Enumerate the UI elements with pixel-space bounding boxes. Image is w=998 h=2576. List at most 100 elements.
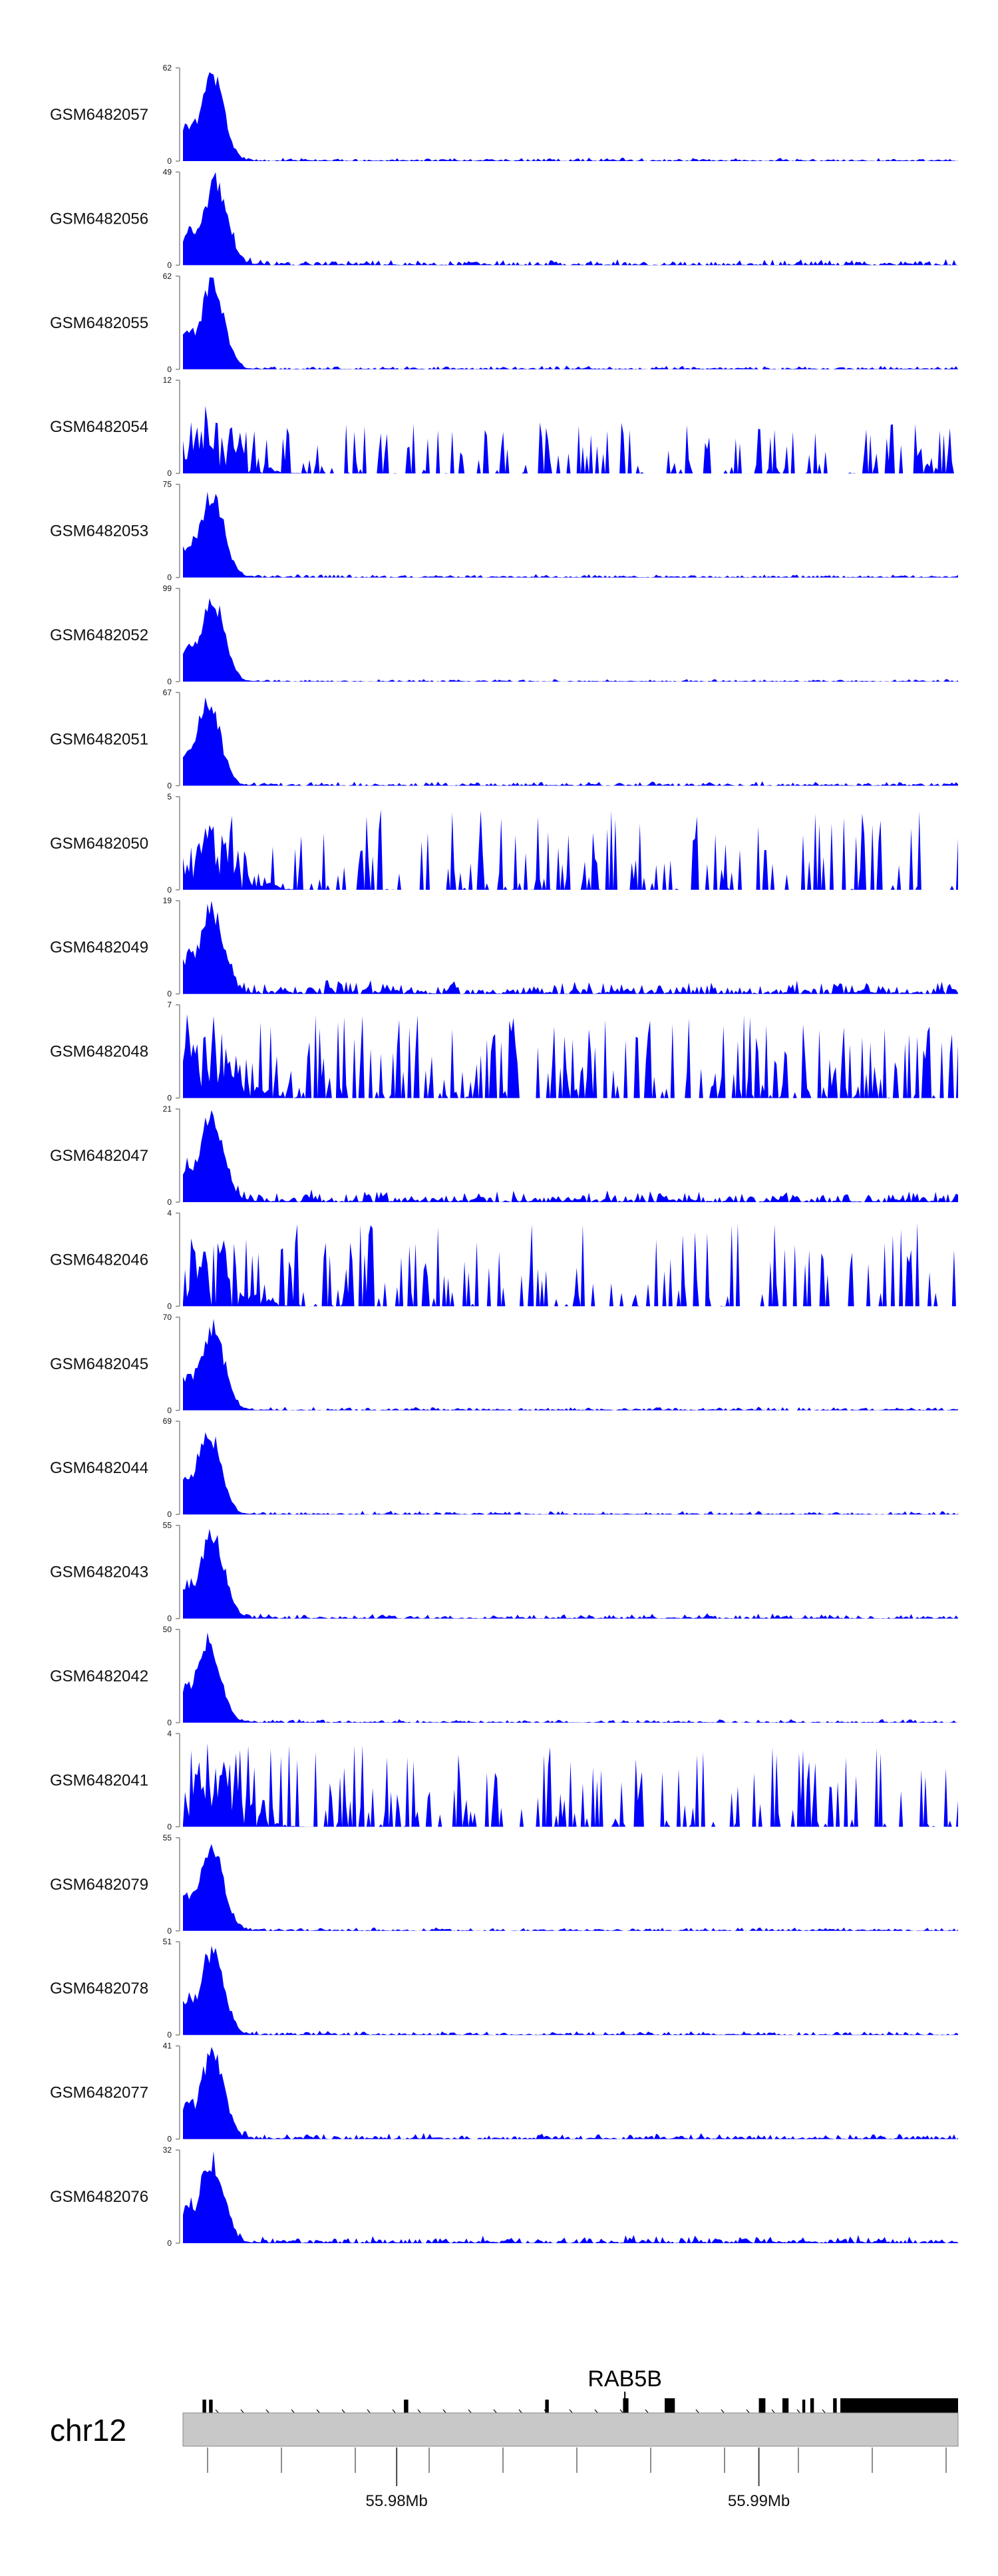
track-y-zero-label: 0 (167, 260, 172, 270)
track-ymax-label: 67 (163, 688, 172, 697)
track-y-zero-label: 0 (167, 1614, 172, 1623)
track-coverage-area (183, 1632, 958, 1723)
track-y-zero-label: 0 (167, 989, 172, 998)
track-label: GSM6482042 (50, 1667, 148, 1685)
track-ymax-label: 12 (163, 375, 172, 385)
track-ymax-label: 51 (163, 1937, 172, 1946)
track-GSM6482050: GSM6482050 5 0 (50, 792, 958, 895)
track-y-zero-label: 0 (167, 1301, 172, 1311)
track-y-zero-label: 0 (167, 2030, 172, 2039)
coverage-tracks: GSM6482057620GSM6482056490GSM6482055620G… (50, 63, 958, 2248)
track-y-zero-label: 0 (167, 573, 172, 582)
track-coverage-area (183, 72, 958, 162)
track-coverage-area (183, 1014, 958, 1098)
track-GSM6482053: GSM6482053 75 0 (50, 480, 958, 582)
ideogram-bar (182, 2412, 959, 2447)
track-GSM6482046: GSM6482046 4 0 (50, 1208, 958, 1311)
track-GSM6482048: GSM6482048 7 0 (50, 1000, 958, 1103)
track-label: GSM6482079 (50, 1876, 148, 1894)
track-y-zero-label: 0 (167, 1926, 172, 1936)
track-y-zero-label: 0 (167, 1094, 172, 1103)
track-GSM6482051: GSM6482051 67 0 (50, 688, 958, 790)
track-label: GSM6482043 (50, 1564, 148, 1582)
track-GSM6482078: GSM6482078 51 0 (50, 1937, 958, 2039)
chromosome-label: chr12 (50, 2413, 126, 2448)
track-label: GSM6482053 (50, 523, 148, 540)
track-ymax-label: 75 (163, 480, 172, 489)
gene-label-rab5b: RAB5B (587, 2366, 662, 2392)
track-coverage-area (183, 1319, 958, 1410)
track-label: GSM6482076 (50, 2188, 148, 2206)
track-GSM6482045: GSM6482045 70 0 (50, 1313, 958, 1415)
track-coverage-area (183, 277, 958, 369)
track-coverage-area (183, 1110, 958, 1202)
track-coverage-area (183, 172, 958, 266)
track-GSM6482079: GSM6482079 55 0 (50, 1833, 958, 1936)
track-y-zero-label: 0 (167, 1510, 172, 1519)
track-ymax-label: 70 (163, 1313, 172, 1322)
track-label: GSM6482055 (50, 314, 148, 332)
track-GSM6482056: GSM6482056 49 0 (50, 167, 958, 270)
track-y-zero-label: 0 (167, 2239, 172, 2248)
chromosome-ideogram: chr12 55.98Mb 55.99Mb (50, 2412, 959, 2510)
track-GSM6482055: GSM6482055 62 0 (50, 272, 958, 374)
track-ymax-label: 69 (163, 1416, 172, 1426)
track-label: GSM6482052 (50, 626, 148, 644)
track-coverage-area (183, 491, 958, 578)
track-coverage-area (183, 901, 958, 994)
track-coverage-area (183, 1844, 958, 1931)
track-label: GSM6482077 (50, 2084, 148, 2102)
track-GSM6482042: GSM6482042 50 0 (50, 1625, 958, 1727)
track-coverage-area (183, 2047, 958, 2139)
track-y-zero-label: 0 (167, 2135, 172, 2144)
track-label: GSM6482078 (50, 1980, 148, 1998)
track-GSM6482076: GSM6482076 32 0 (50, 2145, 958, 2248)
track-label: GSM6482051 (50, 730, 148, 748)
track-label: GSM6482050 (50, 835, 148, 853)
track-ymax-label: 49 (163, 167, 172, 176)
track-coverage-area (183, 1528, 958, 1619)
track-coverage-area (183, 1743, 958, 1827)
track-ymax-label: 7 (167, 1000, 172, 1010)
track-label: GSM6482041 (50, 1771, 148, 1789)
track-y-zero-label: 0 (167, 1197, 172, 1207)
track-coverage-area (183, 1432, 958, 1515)
track-coverage-area (183, 598, 958, 682)
track-coverage-area (183, 2151, 958, 2243)
track-y-zero-label: 0 (167, 1822, 172, 1831)
track-coverage-area (183, 697, 958, 786)
track-label: GSM6482049 (50, 939, 148, 957)
track-y-zero-label: 0 (167, 885, 172, 895)
track-label: GSM6482044 (50, 1459, 148, 1477)
track-ymax-label: 55 (163, 1521, 172, 1530)
track-label: GSM6482056 (50, 210, 148, 228)
track-y-zero-label: 0 (167, 677, 172, 686)
track-y-zero-label: 0 (167, 1718, 172, 1727)
axis-tick-label-55-98mb: 55.98Mb (365, 2492, 427, 2510)
track-ymax-label: 19 (163, 896, 172, 905)
track-ymax-label: 62 (163, 63, 172, 73)
track-label: GSM6482047 (50, 1147, 148, 1165)
track-label: GSM6482046 (50, 1251, 148, 1269)
track-GSM6482054: GSM6482054 12 0 (50, 375, 958, 478)
track-label: GSM6482054 (50, 418, 148, 436)
track-ymax-label: 5 (167, 792, 172, 801)
track-label: GSM6482048 (50, 1043, 148, 1061)
track-coverage-area (183, 1946, 958, 2036)
track-ymax-label: 50 (163, 1625, 172, 1634)
track-ymax-label: 32 (163, 2145, 172, 2155)
track-ymax-label: 99 (163, 584, 172, 593)
track-label: GSM6482057 (50, 106, 148, 124)
track-y-zero-label: 0 (167, 365, 172, 374)
track-coverage-area (183, 809, 958, 890)
track-coverage-area (183, 405, 958, 474)
axis-tick-label-55-99mb: 55.99Mb (728, 2492, 790, 2510)
track-GSM6482043: GSM6482043 55 0 (50, 1521, 958, 1623)
track-GSM6482057: GSM6482057 62 0 (50, 63, 958, 166)
track-ymax-label: 62 (163, 272, 172, 281)
track-GSM6482047: GSM6482047 21 0 (50, 1104, 958, 1207)
track-label: GSM6482045 (50, 1355, 148, 1373)
track-ymax-label: 41 (163, 2041, 172, 2051)
track-y-zero-label: 0 (167, 469, 172, 478)
